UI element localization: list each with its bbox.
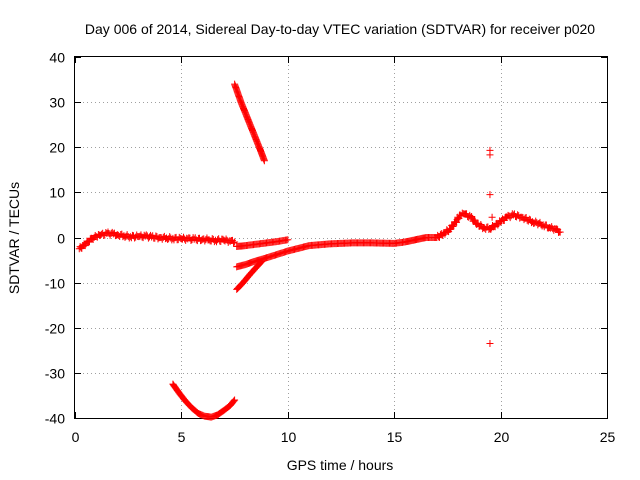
plot-area-border [74, 56, 608, 419]
tick-labels: 0 5 10 15 20 25 -40 -30 -20 -10 0 10 20 30 40 [45, 50, 616, 446]
outliers-point [486, 191, 494, 199]
y-tick-label: 30 [49, 95, 65, 111]
y-tick-label: -10 [45, 276, 65, 292]
trough-point [229, 398, 237, 406]
x-axis-label: GPS time / hours [287, 457, 394, 473]
y-tick-label: -30 [45, 366, 65, 382]
track-d-point [258, 257, 266, 265]
y-tick-label: -40 [45, 411, 65, 427]
y-axis-label: SDTVAR / TECUs [6, 182, 22, 294]
x-tick-label: 15 [387, 429, 403, 445]
main-track-point [231, 238, 239, 246]
evening-rise-point [471, 216, 479, 224]
track-d-point [257, 258, 265, 266]
outliers-point [488, 213, 496, 221]
evening-rise-point [449, 223, 457, 231]
data-points [75, 80, 564, 421]
x-tick-label: 20 [494, 429, 510, 445]
axis-ticks [75, 57, 608, 419]
steep-drop-point [260, 157, 268, 165]
outliers-point [486, 151, 494, 159]
chart-title: Day 006 of 2014, Sidereal Day-to-day VTE… [85, 21, 595, 37]
trough-point [231, 396, 239, 404]
x-tick-label: 5 [178, 429, 186, 445]
y-tick-label: 10 [49, 185, 65, 201]
track-b-point [284, 236, 292, 244]
x-tick-label: 0 [72, 429, 80, 445]
main-track-point [230, 239, 238, 247]
y-tick-label: 0 [57, 231, 65, 247]
y-tick-label: 40 [49, 50, 65, 66]
x-tick-label: 10 [281, 429, 297, 445]
evening-rise-point [467, 213, 475, 221]
y-tick-label: -20 [45, 321, 65, 337]
trough-point [230, 397, 238, 405]
outliers-point [486, 340, 494, 348]
evening-rise-point [556, 228, 564, 236]
x-tick-label: 25 [600, 429, 616, 445]
track-d-point [257, 259, 265, 267]
y-tick-label: 20 [49, 140, 65, 156]
